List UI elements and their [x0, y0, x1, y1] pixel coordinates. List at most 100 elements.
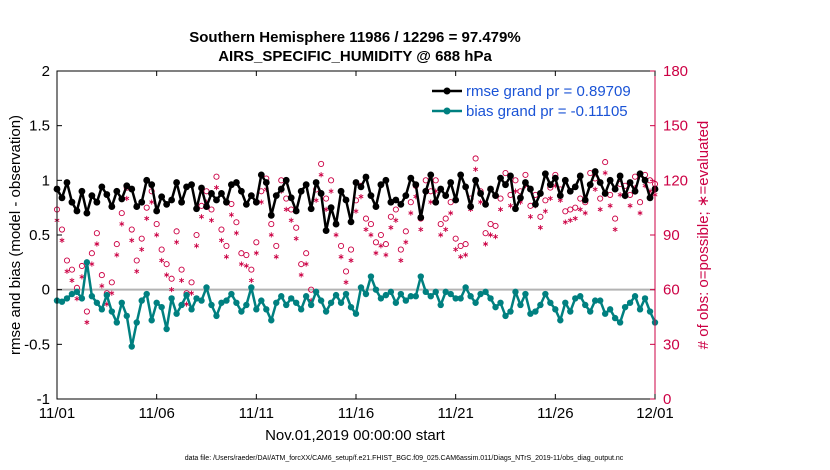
- obs-evaluated-point: [129, 237, 135, 243]
- bias-point: [387, 288, 395, 296]
- bias-point: [263, 306, 270, 313]
- obs-possible-point: [512, 177, 519, 184]
- rmse-point: [392, 196, 400, 204]
- obs-evaluated-point: [149, 199, 155, 205]
- rmse-point: [262, 179, 270, 186]
- bias-point: [88, 293, 96, 300]
- bias-point: [153, 299, 160, 306]
- legend-box: [428, 76, 650, 121]
- bias-point: [552, 306, 559, 313]
- obs-evaluated-point: [154, 232, 160, 238]
- bias-point: [193, 295, 200, 302]
- rmse-point: [457, 171, 465, 179]
- bias-point: [646, 308, 654, 315]
- rmse-point: [636, 170, 644, 178]
- rmse-point: [576, 172, 584, 180]
- bias-point: [582, 301, 589, 309]
- obs-evaluated-point: [403, 239, 409, 245]
- right-tick-label: 120: [663, 172, 688, 189]
- obs-evaluated-point: [488, 232, 494, 238]
- rmse-point: [58, 194, 66, 202]
- obs-evaluated-point: [398, 257, 404, 263]
- obs-possible-point: [108, 279, 115, 286]
- bias-point: [168, 295, 175, 302]
- obs-evaluated-point: [273, 254, 279, 260]
- obs-evaluated-point: [119, 221, 125, 227]
- rmse-point: [233, 179, 240, 186]
- obs-evaluated-point: [199, 214, 205, 220]
- rmse-point: [382, 176, 390, 184]
- left-tick-label: 2: [42, 63, 50, 80]
- rmse-point: [407, 174, 415, 182]
- right-tick-label: 180: [663, 63, 688, 80]
- rmse-point: [342, 196, 350, 204]
- right-tick-label: 90: [663, 227, 680, 244]
- bias-point: [447, 290, 454, 298]
- bias-point: [118, 299, 125, 306]
- rmse-point: [447, 179, 455, 186]
- legend: rmse grand pr = 0.89709 bias grand pr = …: [428, 76, 650, 121]
- rmse-point: [178, 198, 185, 206]
- rmse-point: [148, 181, 156, 189]
- obs-evaluated-point: [428, 199, 434, 205]
- obs-evaluated-point: [74, 296, 80, 302]
- x-tick-label: 11/01: [39, 405, 75, 422]
- bias-point: [407, 293, 415, 300]
- obs-evaluated-point: [448, 210, 454, 216]
- bias-point: [283, 301, 290, 309]
- bias-point: [73, 288, 81, 296]
- bias-point: [302, 293, 310, 300]
- obs-evaluated-point: [562, 219, 568, 225]
- obs-possible-point: [347, 246, 355, 253]
- obs-possible-point: [78, 262, 85, 270]
- obs-evaluated-point: [288, 217, 294, 223]
- obs-evaluated-point: [582, 210, 588, 216]
- chart-title-line2: AIRS_SPECIFIC_HUMIDITY @ 688 hPa: [218, 48, 492, 65]
- bias-point: [372, 286, 380, 293]
- left-axis-ticks: -1 -0.5 0 0.5 1 1.5 2: [24, 63, 62, 408]
- rmse-point: [377, 181, 385, 189]
- bias-point: [587, 308, 594, 315]
- obs-evaluated-point: [184, 301, 190, 307]
- obs-evaluated-point: [258, 199, 264, 205]
- rmse-point: [272, 192, 280, 200]
- obs-possible-point: [233, 219, 240, 226]
- obs-possible-point: [342, 268, 350, 275]
- bias-point: [601, 310, 609, 317]
- bias-point: [63, 295, 71, 302]
- obs-evaluated-point: [179, 277, 185, 284]
- x-tick-label: 12/01: [636, 405, 674, 422]
- obs-evaluated-point: [607, 203, 613, 209]
- bias-point: [527, 310, 534, 317]
- bias-point: [108, 308, 116, 315]
- bias-point: [238, 308, 245, 315]
- rmse-point: [422, 187, 430, 195]
- bias-point: [382, 291, 390, 299]
- obs-evaluated-point: [542, 208, 548, 214]
- bias-point: [337, 299, 345, 306]
- rmse-point: [541, 170, 549, 178]
- bias-point: [233, 299, 240, 306]
- obs-possible-point: [253, 239, 260, 246]
- obs-evaluated-point: [453, 246, 459, 253]
- obs-evaluated-point: [537, 225, 543, 231]
- obs-possible-point: [98, 272, 105, 279]
- bias-point: [596, 297, 604, 304]
- obs-evaluated-point: [602, 170, 608, 176]
- rmse-point: [586, 181, 594, 189]
- obs-possible-point: [88, 250, 95, 257]
- rmse-point: [337, 187, 345, 195]
- rmse-point: [452, 196, 460, 204]
- rmse-point: [611, 185, 619, 193]
- rmse-point: [536, 190, 544, 197]
- obs-evaluated-point: [243, 263, 249, 269]
- obs-possible-point: [372, 239, 379, 246]
- rmse-point: [247, 192, 255, 200]
- bias-point: [487, 295, 494, 302]
- bias-point: [327, 299, 335, 306]
- rmse-point: [282, 176, 290, 184]
- obs-evaluated-point: [59, 237, 65, 243]
- obs-evaluated-point: [248, 277, 254, 284]
- obs-possible-point: [308, 286, 315, 293]
